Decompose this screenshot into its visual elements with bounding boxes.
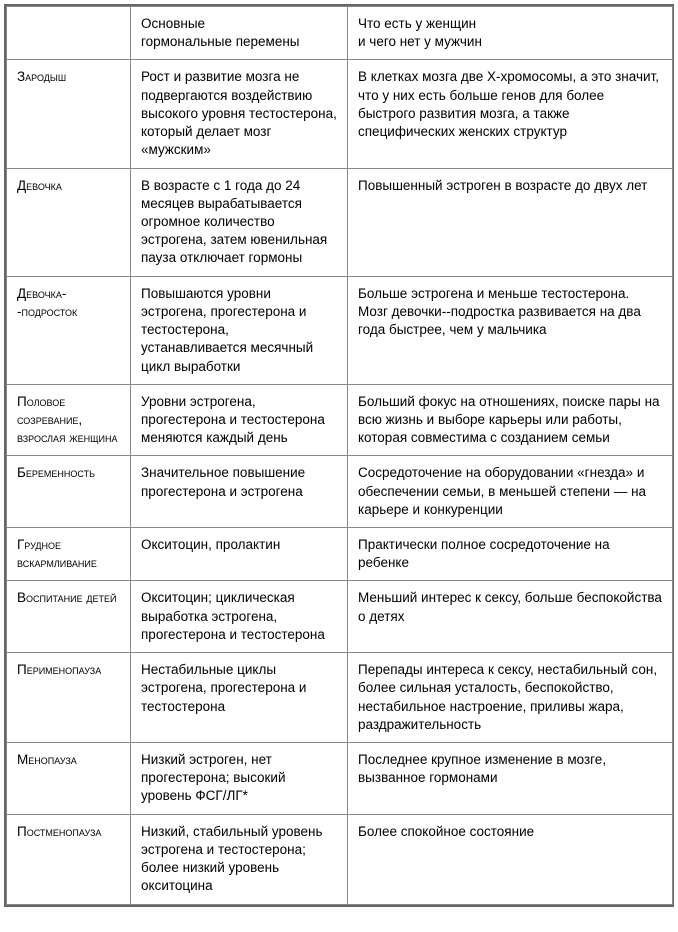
table-body: ЗародышРост и развитие мозга не подверга… — [7, 60, 673, 904]
table-row: ПостменопаузаНизкий, стабильный уровень … — [7, 814, 673, 904]
hormonal-cell: Рост и развитие мозга не подвергаются во… — [131, 60, 348, 168]
women-cell: Меньший интерес к сексу, больше беспокой… — [348, 581, 673, 653]
table-row: Девочка-‑подростокПовышаются уровни эстр… — [7, 276, 673, 384]
women-cell: Последнее крупное изменение в мозге, выз… — [348, 743, 673, 815]
hormonal-cell: Окситоцин; циклическая выработка эстроге… — [131, 581, 348, 653]
stage-cell: Менопауза — [7, 743, 131, 815]
hormonal-cell: Окситоцин, пролактин — [131, 528, 348, 581]
header-row: Основныегормональные перемены Что есть у… — [7, 7, 673, 60]
table-row: ПерименопаузаНестабильные циклы эстроген… — [7, 653, 673, 743]
women-cell: В клетках мозга две Х-хромосомы, а это з… — [348, 60, 673, 168]
hormonal-cell: В возрасте с 1 года до 24 месяцев выраба… — [131, 168, 348, 276]
stage-cell: Половое созревание, взрослая женщина — [7, 384, 131, 456]
table-row: ДевочкаВ возрасте с 1 года до 24 месяцев… — [7, 168, 673, 276]
header-empty — [7, 7, 131, 60]
hormonal-cell: Повышаются уровни эстрогена, прогестерон… — [131, 276, 348, 384]
hormonal-cell: Нестабильные циклы эстрогена, прогестеро… — [131, 653, 348, 743]
stage-cell: Грудное вскармливание — [7, 528, 131, 581]
header-women: Что есть у женщини чего нет у мужчин — [348, 7, 673, 60]
hormonal-cell: Уровни эстрогена, прогестерона и тестост… — [131, 384, 348, 456]
stage-cell: Зародыш — [7, 60, 131, 168]
hormonal-cell: Значительное повышение прогестерона и эс… — [131, 456, 348, 528]
women-cell: Сосредоточение на оборудовании «гнезда» … — [348, 456, 673, 528]
women-cell: Повышенный эстроген в возрасте до двух л… — [348, 168, 673, 276]
table-row: МенопаузаНизкий эстроген, нет прогестеро… — [7, 743, 673, 815]
stage-cell: Девочка — [7, 168, 131, 276]
table-row: ЗародышРост и развитие мозга не подверга… — [7, 60, 673, 168]
women-cell: Практически полное сосредоточение на реб… — [348, 528, 673, 581]
table-row: Половое созревание, взрослая женщинаУров… — [7, 384, 673, 456]
table-row: Грудное вскармливаниеОкситоцин, пролакти… — [7, 528, 673, 581]
hormone-table-wrapper: Основныегормональные перемены Что есть у… — [4, 4, 674, 907]
hormonal-cell: Низкий эстроген, нет прогестерона; высок… — [131, 743, 348, 815]
women-cell: Больше эстрогена и меньше тестостерона. … — [348, 276, 673, 384]
header-hormonal: Основныегормональные перемены — [131, 7, 348, 60]
women-cell: Больший фокус на отношениях, поиске пары… — [348, 384, 673, 456]
hormone-table: Основныегормональные перемены Что есть у… — [6, 6, 673, 905]
stage-cell: Воспитание детей — [7, 581, 131, 653]
women-cell: Перепады интереса к сексу, нестабильный … — [348, 653, 673, 743]
stage-cell: Перименопауза — [7, 653, 131, 743]
women-cell: Более спокойное состояние — [348, 814, 673, 904]
hormonal-cell: Низкий, стабильный уровень эстрогена и т… — [131, 814, 348, 904]
stage-cell: Постменопауза — [7, 814, 131, 904]
table-row: Воспитание детейОкситоцин; циклическая в… — [7, 581, 673, 653]
table-row: БеременностьЗначительное повышение проге… — [7, 456, 673, 528]
stage-cell: Девочка-‑подросток — [7, 276, 131, 384]
table-header: Основныегормональные перемены Что есть у… — [7, 7, 673, 60]
stage-cell: Беременность — [7, 456, 131, 528]
